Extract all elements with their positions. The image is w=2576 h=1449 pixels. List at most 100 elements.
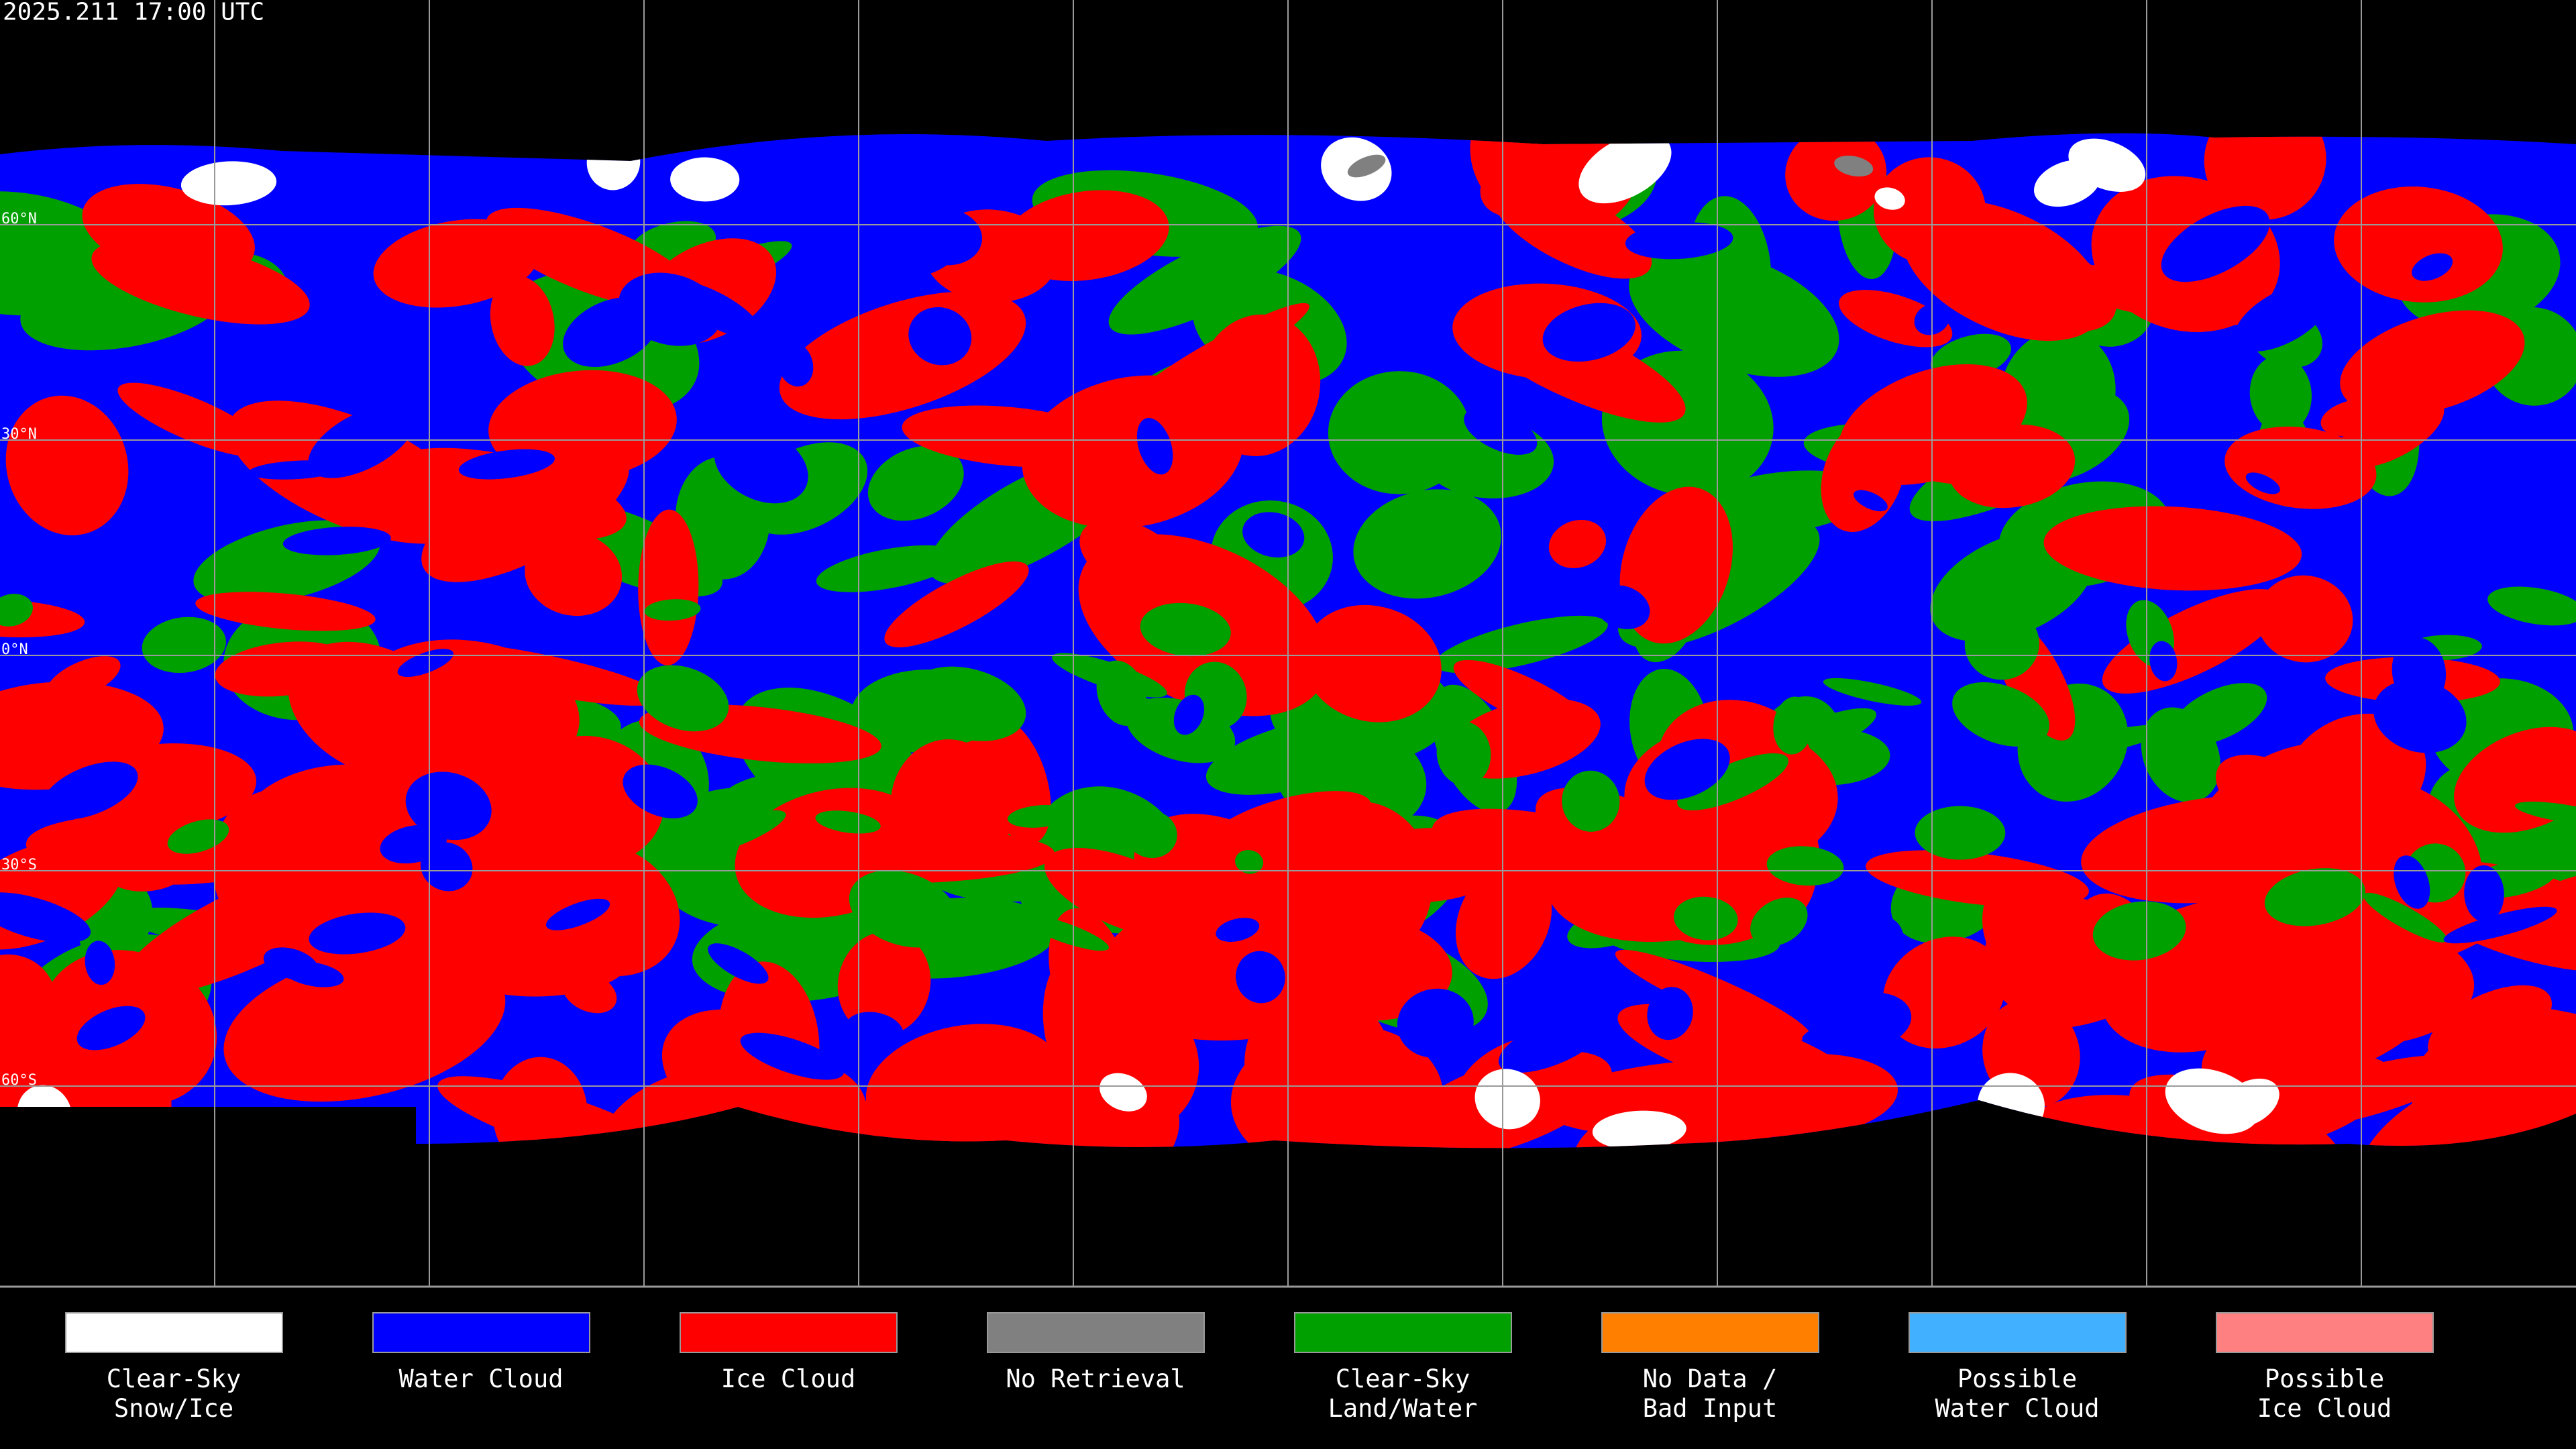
- legend-label: Bad Input: [1643, 1394, 1777, 1423]
- cloud-region: [1854, 490, 1888, 512]
- cloud-region: [288, 641, 465, 781]
- cloud-region: [849, 870, 958, 948]
- cloud-region: [2487, 586, 2576, 626]
- cloud-region: [884, 561, 1029, 647]
- latitude-label: 0°N: [1, 641, 28, 658]
- cloud-region: [263, 947, 319, 980]
- legend-label: Clear-Sky: [107, 1364, 241, 1393]
- cloud-region: [1466, 306, 1686, 423]
- legend-swatch: [1294, 1312, 1512, 1353]
- cloud-region: [2394, 855, 2430, 909]
- cloud-region: [5, 395, 129, 535]
- cloud-region: [405, 771, 492, 841]
- cloud-region: [908, 307, 972, 366]
- cloud-region: [2227, 1055, 2392, 1148]
- cloud-region: [545, 898, 610, 930]
- cloud-region: [1434, 615, 1608, 674]
- cloud-region: [2256, 575, 2353, 663]
- cloud-region: [909, 208, 982, 266]
- cloud-region: [1548, 519, 1607, 568]
- cloud-region: [867, 445, 964, 521]
- cloud-region: [1328, 371, 1470, 494]
- cloud-region: [373, 219, 539, 308]
- cloud-region: [0, 892, 91, 943]
- cloud-region: [1823, 678, 1922, 706]
- legend-swatch: [65, 1312, 283, 1353]
- cloud-region: [1022, 375, 1244, 529]
- cloud-region: [2171, 683, 2267, 746]
- cloud-region: [2515, 801, 2576, 824]
- cloud-region: [1216, 918, 1260, 943]
- latitude-label: 30°S: [1, 857, 37, 873]
- cloud-region: [1197, 314, 1321, 456]
- cloud-region: [490, 276, 555, 366]
- cloud-region: [1578, 133, 1672, 204]
- legend-swatch: [2216, 1312, 2434, 1353]
- cloud-region: [446, 923, 631, 997]
- cloud-region: [2234, 282, 2332, 352]
- cloud-region: [195, 592, 376, 631]
- cloud-region: [458, 449, 555, 480]
- cloud-region: [908, 666, 1026, 741]
- cloud-region: [668, 280, 761, 339]
- cloud-region: [2443, 906, 2557, 944]
- cloud-region: [223, 948, 506, 1102]
- cloud-region: [2043, 506, 2302, 591]
- cloud-region: [815, 810, 881, 834]
- cloud-region: [2245, 472, 2280, 494]
- legend-label: No Retrieval: [1006, 1364, 1185, 1393]
- cloud-region: [1242, 512, 1305, 557]
- legend-swatch: [987, 1312, 1205, 1353]
- cloud-region: [380, 824, 447, 864]
- cloud-region: [1866, 850, 2089, 908]
- cloud-region: [42, 761, 138, 820]
- graticule: 60°N 30°N 0°N 30°S 60°S: [0, 0, 2576, 1288]
- cloud-region: [2443, 481, 2471, 505]
- cloud-region: [714, 427, 808, 504]
- cloud-region: [740, 1032, 845, 1080]
- cloud-region: [1464, 407, 1538, 455]
- cloud-region: [1108, 225, 1301, 335]
- cloud-region: [142, 616, 226, 673]
- cloud-region: [771, 830, 1055, 883]
- cloud-region: [2033, 897, 2257, 1028]
- legend-label: Possible: [2265, 1364, 2384, 1393]
- cloud-region: [2358, 1064, 2576, 1148]
- cloud-region: [282, 527, 391, 555]
- latitude-label: 30°N: [1, 426, 37, 443]
- cloud-region: [1099, 1073, 1147, 1112]
- cloud-region: [777, 342, 814, 387]
- cloud-region: [2412, 253, 2453, 281]
- cloud-region: [248, 460, 343, 480]
- legend-label: Clear-Sky: [1336, 1364, 1470, 1393]
- cloud-region: [2363, 892, 2447, 943]
- cloud-region: [1833, 911, 1903, 959]
- cloud-region: [1562, 770, 1620, 832]
- cloud-region: [167, 819, 229, 854]
- cloud-region: [1625, 222, 1733, 260]
- legend-label: Water Cloud: [398, 1364, 563, 1393]
- cloud-region: [1277, 916, 1452, 1021]
- cloud-region: [309, 912, 406, 955]
- cloud-region: [644, 599, 701, 621]
- cloud-region: [0, 994, 164, 1080]
- cloud-region: [1831, 992, 1912, 1047]
- cloud-region: [1235, 850, 1264, 874]
- cloud-region: [1915, 806, 2006, 860]
- cloud-region: [670, 157, 740, 202]
- cloud-region: [1750, 898, 1808, 947]
- cloud-region: [2340, 310, 2525, 416]
- cloud-region: [1436, 721, 1491, 786]
- cloud-region: [1542, 303, 1635, 362]
- cloud-region: [1136, 418, 1173, 475]
- cloud-region: [417, 642, 665, 706]
- cloud-region: [2264, 868, 2365, 926]
- cloud-region: [1125, 810, 1177, 859]
- cloud-region: [180, 161, 277, 206]
- cloud-region: [1397, 988, 1474, 1058]
- cloud-region: [421, 445, 629, 582]
- cloud-region: [1497, 548, 1527, 582]
- cloud-region: [1004, 190, 1169, 281]
- cloud-region: [1498, 1014, 1605, 1073]
